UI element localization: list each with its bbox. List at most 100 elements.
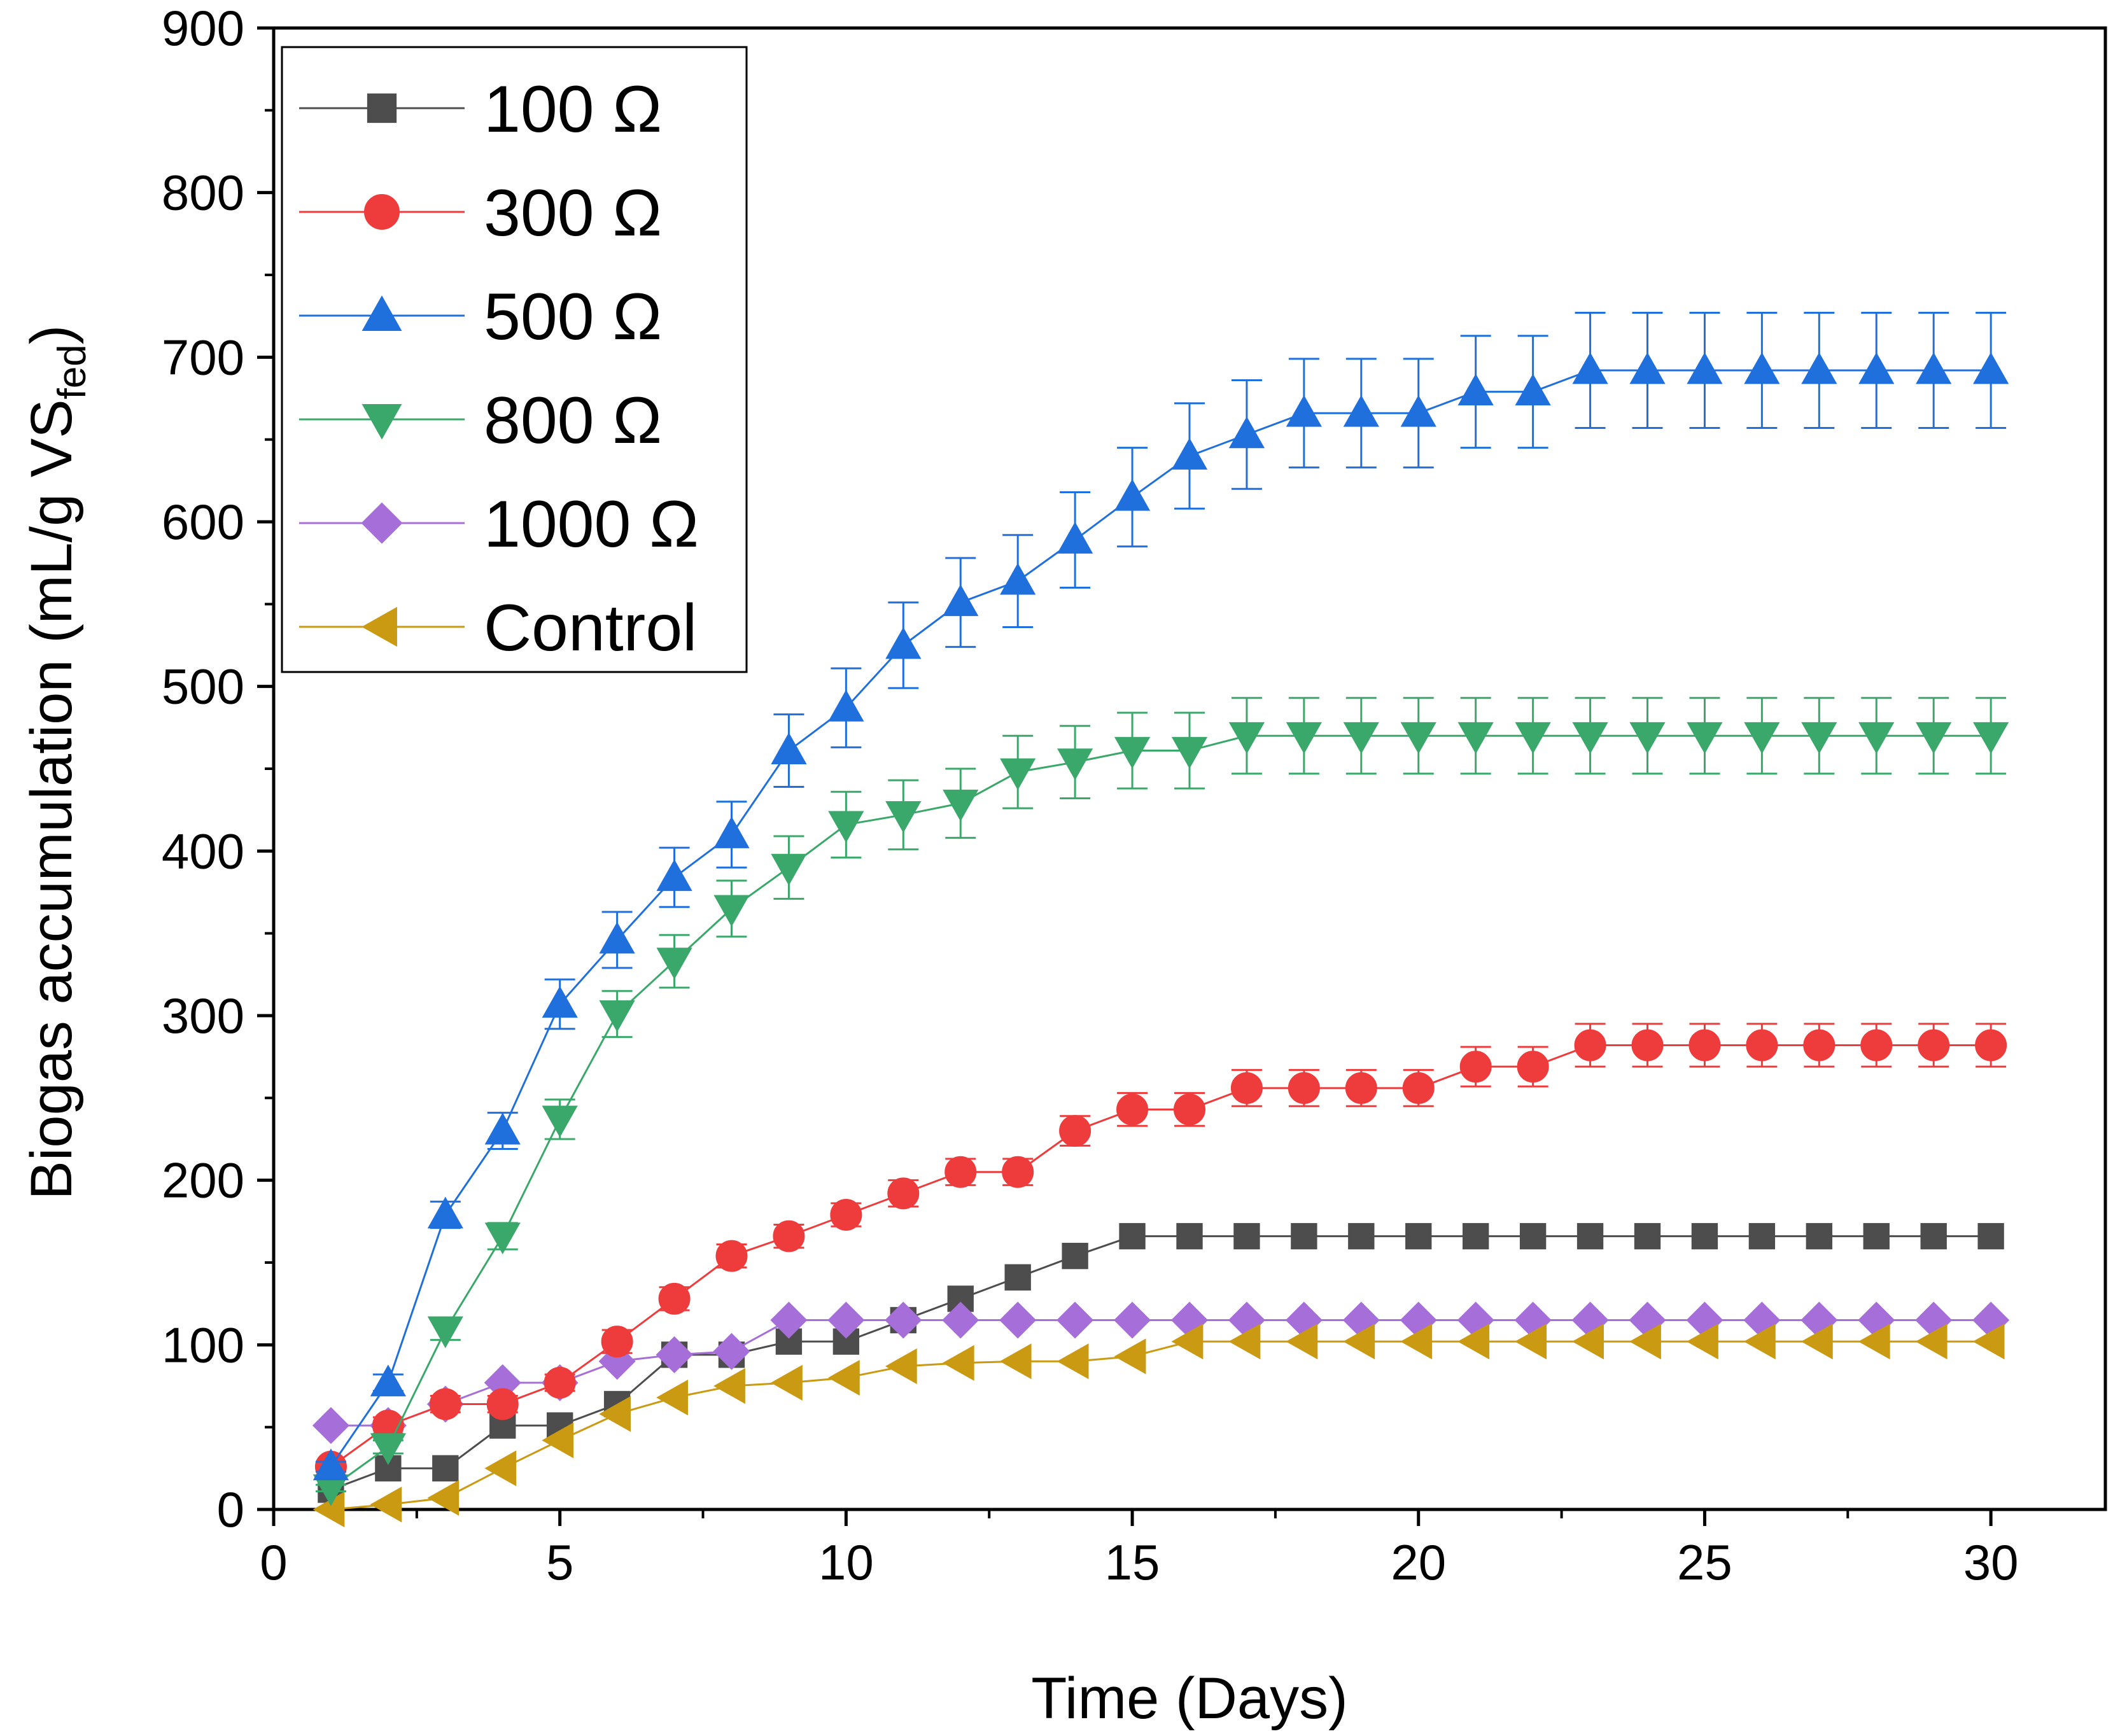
data-point [1343,722,1379,754]
y-tick-label: 300 [162,988,244,1044]
x-tick-label: 0 [260,1534,287,1590]
data-point [1171,737,1208,769]
legend-label: 800 Ω [484,384,662,458]
data-point [1171,438,1208,470]
data-point [427,1196,463,1229]
data-point [1687,722,1723,754]
data-point [427,1480,460,1516]
x-tick-label: 10 [818,1534,874,1590]
data-point [1286,395,1322,427]
legend-item-100: 100 Ω [299,73,662,146]
data-point [1915,1324,1948,1360]
data-point [1973,722,2009,754]
y-tick-label: 600 [162,494,244,550]
x-tick-label: 30 [1963,1534,2019,1590]
data-point [715,1240,748,1272]
data-point [1634,1222,1661,1250]
data-point [1515,1324,1547,1360]
data-point [601,1326,633,1358]
data-point [1400,722,1436,754]
data-point [1114,479,1151,511]
data-point [943,584,979,617]
data-point [1801,352,1837,384]
legend-marker [367,93,397,123]
legend-box [281,46,748,673]
x-tick-label: 25 [1677,1534,1732,1590]
series-500 [312,311,2009,1481]
data-point [1629,722,1666,754]
data-point [1858,352,1895,384]
legend-marker [362,606,397,647]
legend-marker [361,502,403,544]
data-point [1801,1324,1833,1360]
data-point [1116,1093,1149,1126]
data-point [1171,1324,1204,1360]
data-point [885,1348,917,1385]
data-point [1687,352,1723,384]
data-point [1348,1222,1375,1250]
data-point [542,986,578,1018]
data-point [484,1112,521,1145]
data-point [1803,1029,1836,1061]
data-point [942,1345,974,1381]
data-point [658,1282,691,1315]
data-point [1114,737,1151,769]
data-point [1858,722,1895,754]
data-point [1004,1264,1031,1291]
data-point [770,1301,808,1339]
data-point [1286,722,1322,754]
y-tick-label: 700 [162,329,244,385]
y-axis-title-main: Biogas accumulation (mL/g VS [19,399,84,1200]
data-point [771,1364,803,1401]
data-point [1400,395,1436,427]
data-point [1744,352,1780,384]
data-point [885,1301,922,1339]
data-point [1062,1242,1088,1270]
data-point [1629,1324,1661,1360]
series-line [330,1044,1991,1467]
series-800 [312,697,2009,1506]
data-point [827,1359,860,1396]
data-point [1114,1338,1146,1375]
data-point [713,895,750,927]
data-point [1233,1222,1260,1250]
y-tick-label: 500 [162,659,244,715]
legend-label: 1000 Ω [484,487,699,561]
data-point [1291,1222,1317,1250]
data-point [1405,1222,1432,1250]
data-point [1860,1029,1893,1061]
data-point [1744,722,1780,754]
data-point [999,1343,1032,1380]
data-point [942,1301,979,1339]
data-point [312,1448,349,1481]
data-point [1457,1324,1490,1360]
data-point [1114,1301,1151,1339]
data-point [1119,1222,1146,1250]
data-point [1343,395,1379,427]
data-point [999,1301,1037,1339]
y-axis-title-subscript: fed [50,344,94,399]
data-point [1519,1222,1547,1250]
data-point [656,859,692,892]
data-point [885,801,922,833]
data-point [370,1487,402,1523]
y-tick-label: 900 [162,0,244,56]
data-point [1176,1222,1203,1250]
data-point [1748,1222,1776,1250]
data-point [1515,374,1551,406]
data-point [1687,1324,1718,1360]
y-tick-label: 100 [162,1317,244,1373]
data-point [1286,1324,1318,1360]
data-point [427,1316,463,1348]
data-point [1574,1029,1606,1061]
data-point [370,1433,406,1466]
data-point [1002,1156,1034,1188]
data-point [1746,1029,1778,1061]
data-point [1631,1029,1664,1061]
x-axis-title: Time (Days) [1031,1666,1347,1731]
data-point [827,1301,865,1339]
series-300 [314,1023,2007,1483]
data-point [1572,722,1608,754]
